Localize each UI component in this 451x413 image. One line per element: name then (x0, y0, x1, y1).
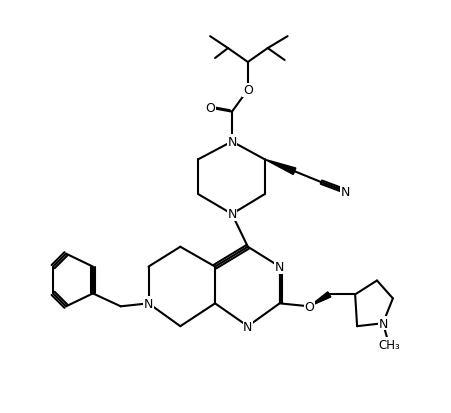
Text: N: N (274, 261, 284, 273)
Text: N: N (340, 185, 349, 198)
Text: N: N (227, 208, 236, 221)
Text: CH₃: CH₃ (377, 338, 399, 351)
Text: O: O (304, 300, 314, 313)
Text: N: N (143, 297, 153, 310)
Text: N: N (227, 135, 236, 149)
Text: O: O (205, 102, 215, 115)
Text: N: N (377, 317, 387, 330)
Text: N: N (243, 320, 252, 333)
Polygon shape (264, 160, 295, 175)
Text: O: O (242, 84, 252, 97)
Polygon shape (309, 292, 330, 306)
